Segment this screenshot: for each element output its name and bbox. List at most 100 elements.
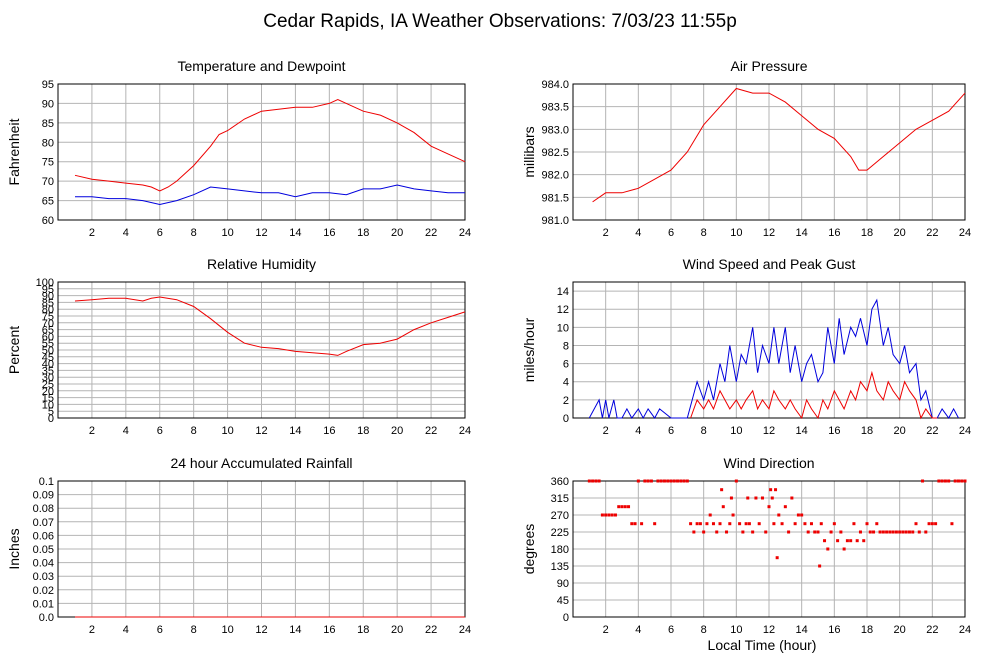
temp-y-tick-label: 80 bbox=[42, 137, 54, 149]
direction-x-tick-label: 24 bbox=[959, 624, 971, 636]
pressure-title: Air Pressure bbox=[730, 58, 807, 74]
temp-y-axis-label: Fahrenheit bbox=[6, 118, 22, 185]
humidity-x-tick-label: 8 bbox=[191, 425, 197, 437]
rain-x-tick-label: 14 bbox=[289, 624, 301, 636]
temp-y-tick-label: 95 bbox=[42, 79, 54, 91]
humidity-y-tick-label: 55 bbox=[42, 338, 54, 350]
direction-point bbox=[738, 522, 742, 526]
pressure-x-tick-label: 10 bbox=[730, 227, 742, 239]
direction-point bbox=[597, 479, 601, 483]
wind-series-line-red bbox=[690, 370, 938, 420]
pressure-x-tick-label: 16 bbox=[828, 227, 840, 239]
temp-frame bbox=[57, 83, 466, 221]
direction-point bbox=[836, 539, 840, 543]
rain-y-tick-label: 0.04 bbox=[33, 558, 54, 570]
wind-y-tick-label: 10 bbox=[557, 322, 569, 334]
direction-point bbox=[689, 522, 693, 526]
pressure-x-tick-label: 2 bbox=[603, 227, 609, 239]
direction-point bbox=[888, 530, 892, 534]
direction-point bbox=[793, 522, 797, 526]
rain-y-axis-label: Inches bbox=[6, 528, 22, 569]
temp-x-tick-label: 14 bbox=[289, 227, 301, 239]
rain-title: 24 hour Accumulated Rainfall bbox=[170, 455, 352, 471]
direction-point bbox=[729, 496, 733, 500]
humidity-x-tick-label: 16 bbox=[323, 425, 335, 437]
direction-point bbox=[839, 530, 843, 534]
direction-point bbox=[849, 539, 853, 543]
humidity-x-tick-label: 12 bbox=[255, 425, 267, 437]
wind-y-axis-label: miles/hour bbox=[521, 317, 537, 382]
humidity-frame bbox=[57, 281, 466, 419]
pressure-y-tick-label: 982.5 bbox=[541, 147, 569, 159]
temp-series-line-blue bbox=[75, 184, 465, 206]
direction-point bbox=[751, 530, 755, 534]
direction-y-axis-label: degrees bbox=[521, 524, 537, 575]
wind-x-tick-label: 18 bbox=[861, 425, 873, 437]
wind-x-tick-label: 8 bbox=[701, 425, 707, 437]
direction-point bbox=[878, 530, 882, 534]
humidity-x-tick-label: 6 bbox=[157, 425, 163, 437]
rain-y-tick-label: 0.02 bbox=[33, 585, 54, 597]
direction-point bbox=[653, 522, 657, 526]
humidity-y-tick-label: 25 bbox=[42, 379, 54, 391]
wind-y-tick-label: 4 bbox=[563, 377, 569, 389]
rain-x-tick-label: 4 bbox=[123, 624, 129, 636]
wind-x-tick-label: 24 bbox=[959, 425, 971, 437]
direction-point bbox=[747, 522, 751, 526]
wind-x-tick-label: 2 bbox=[603, 425, 609, 437]
humidity-y-tick-label: 95 bbox=[42, 284, 54, 296]
rain-y-tick-label: 0.06 bbox=[33, 530, 54, 542]
direction-point bbox=[610, 513, 614, 517]
direction-point bbox=[852, 522, 856, 526]
direction-point bbox=[682, 479, 686, 483]
direction-point bbox=[715, 530, 719, 534]
humidity-y-tick-label: 75 bbox=[42, 311, 54, 323]
direction-point bbox=[587, 479, 591, 483]
direction-point bbox=[907, 530, 911, 534]
direction-point bbox=[720, 488, 724, 492]
wind-x-tick-label: 16 bbox=[828, 425, 840, 437]
direction-point bbox=[800, 513, 804, 517]
direction-point bbox=[868, 530, 872, 534]
temp-y-tick-label: 65 bbox=[42, 196, 54, 208]
direction-point bbox=[826, 547, 830, 551]
direction-point bbox=[731, 513, 735, 517]
wind-y-tick-label: 6 bbox=[563, 359, 569, 371]
direction-point bbox=[685, 479, 689, 483]
direction-point bbox=[927, 522, 931, 526]
direction-point bbox=[787, 530, 791, 534]
wind-x-tick-label: 10 bbox=[730, 425, 742, 437]
direction-point bbox=[698, 522, 702, 526]
rain-x-tick-label: 22 bbox=[425, 624, 437, 636]
direction-x-tick-label: 10 bbox=[730, 624, 742, 636]
temp-y-tick-label: 90 bbox=[42, 98, 54, 110]
direction-point bbox=[818, 564, 822, 568]
pressure-x-tick-label: 24 bbox=[959, 227, 971, 239]
humidity-x-tick-label: 14 bbox=[289, 425, 301, 437]
rain-x-tick-label: 2 bbox=[89, 624, 95, 636]
pressure-y-axis-label: millibars bbox=[521, 126, 537, 177]
humidity-x-tick-label: 10 bbox=[221, 425, 233, 437]
direction-point bbox=[943, 479, 947, 483]
rain-y-tick-label: 0.0 bbox=[39, 612, 54, 624]
humidity-y-axis-label: Percent bbox=[6, 326, 22, 374]
direction-point bbox=[764, 530, 768, 534]
humidity-y-tick-label: 35 bbox=[42, 365, 54, 377]
pressure-x-tick-label: 18 bbox=[861, 227, 873, 239]
humidity-x-tick-label: 18 bbox=[357, 425, 369, 437]
rain-y-tick-label: 0.08 bbox=[33, 503, 54, 515]
pressure-y-tick-label: 981.0 bbox=[541, 215, 569, 227]
temp-y-tick-label: 60 bbox=[42, 215, 54, 227]
humidity-y-tick-label: 90 bbox=[42, 291, 54, 303]
temp-x-tick-label: 6 bbox=[157, 227, 163, 239]
humidity-x-tick-label: 22 bbox=[425, 425, 437, 437]
direction-point bbox=[865, 522, 869, 526]
direction-point bbox=[695, 522, 699, 526]
direction-point bbox=[904, 530, 908, 534]
direction-y-tick-label: 270 bbox=[551, 510, 569, 522]
direction-point bbox=[813, 530, 817, 534]
direction-point bbox=[862, 539, 866, 543]
direction-point bbox=[858, 530, 862, 534]
